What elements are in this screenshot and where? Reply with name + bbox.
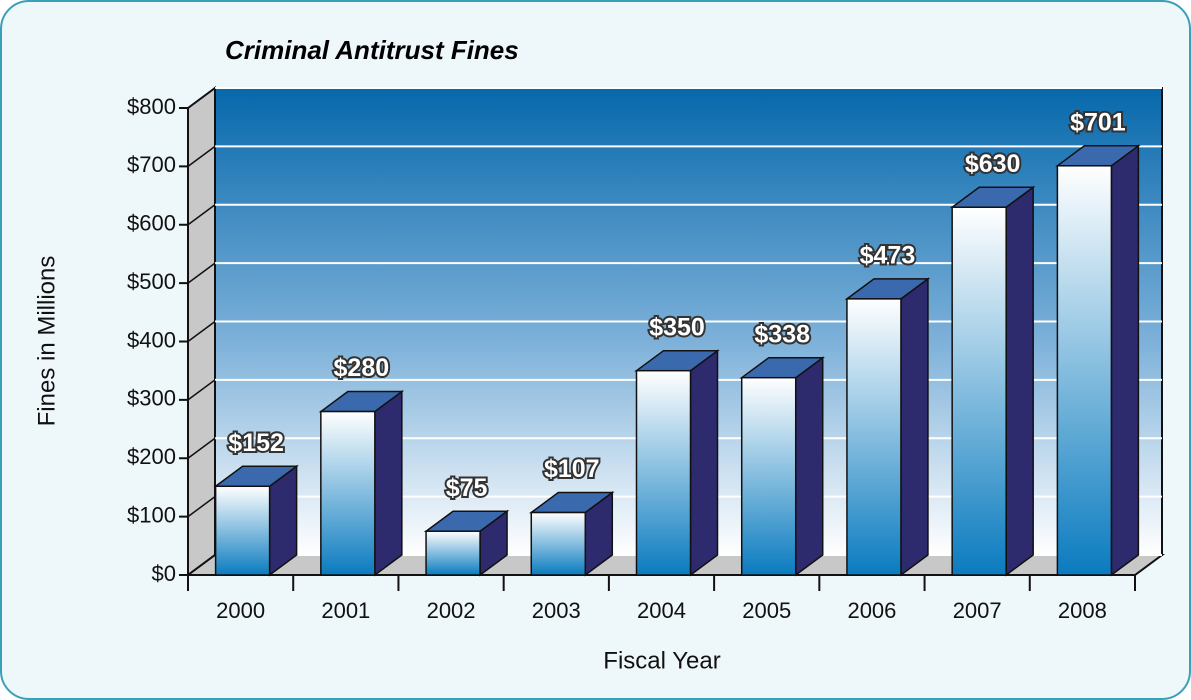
bar (1056, 165, 1113, 576)
bar-side (1110, 144, 1140, 577)
grid-line (187, 496, 216, 518)
bar-side (374, 390, 403, 577)
grid-line (187, 437, 216, 459)
bar (320, 410, 376, 576)
bar (214, 485, 271, 576)
y-tick-label: $300 (127, 386, 176, 411)
bar (635, 369, 692, 576)
value-label: $107 (544, 455, 600, 483)
grid-line (187, 204, 216, 226)
value-label: $338 (754, 320, 810, 348)
bar-side (689, 349, 719, 577)
grid-line (187, 87, 216, 109)
x-tick-label: 2000 (216, 598, 265, 623)
bar (530, 511, 587, 576)
bar-side (1005, 185, 1034, 577)
grid-line (187, 379, 216, 401)
bar-side (900, 277, 929, 577)
value-label: $152 (228, 429, 284, 457)
x-tick-label: 2003 (532, 598, 581, 623)
x-tick-label: 2005 (742, 598, 791, 623)
bar-side (794, 356, 824, 577)
value-label: $701 (1070, 108, 1126, 136)
x-tick-label: 2006 (847, 598, 896, 623)
value-label: $473 (860, 241, 916, 269)
grid-line (187, 262, 216, 284)
y-tick-label: $200 (127, 444, 176, 469)
bar (846, 298, 902, 576)
bar (740, 376, 797, 576)
y-tick-label: $0 (152, 561, 176, 586)
grid-line (187, 554, 216, 576)
y-tick-label: $700 (127, 152, 176, 177)
value-label: $280 (334, 354, 390, 382)
value-label: $350 (649, 313, 705, 341)
bar (425, 530, 481, 576)
x-axis-title: Fiscal Year (603, 647, 720, 674)
x-tick-label: 2007 (953, 598, 1002, 623)
x-tick-label: 2001 (321, 598, 370, 623)
value-label: $630 (965, 150, 1021, 178)
y-tick-label: $600 (127, 211, 176, 236)
x-tick-label: 2002 (427, 598, 476, 623)
y-tick-label: $400 (127, 327, 176, 352)
grid-line (187, 145, 216, 167)
chart-title: Criminal Antitrust Fines (225, 35, 519, 65)
grid-line (187, 320, 216, 343)
y-axis-title: Fines in Millions (33, 256, 60, 427)
x-tick-label: 2008 (1058, 598, 1107, 623)
y-tick-label: $100 (127, 502, 176, 527)
value-label: $75 (446, 474, 488, 502)
bar (951, 206, 1007, 576)
x-tick-label: 2004 (637, 598, 686, 623)
y-tick-label: $500 (127, 269, 176, 294)
y-tick-label: $800 (127, 94, 176, 119)
